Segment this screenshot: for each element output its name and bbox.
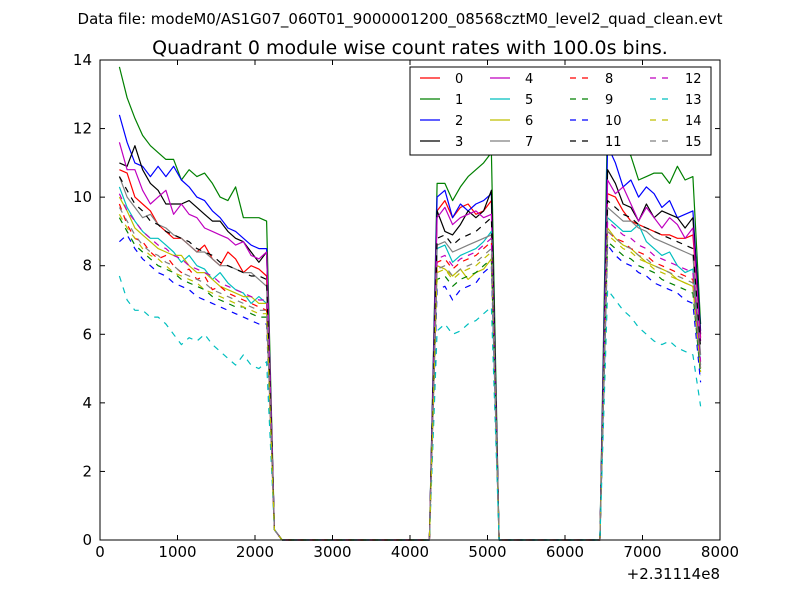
legend-label-1: 1 [455, 93, 463, 108]
y-tick-label: 0 [82, 531, 92, 549]
y-tick-label: 6 [82, 325, 92, 343]
x-tick-label: 6000 [546, 543, 584, 561]
series-line-15 [118, 207, 702, 541]
legend-label-4: 4 [525, 72, 533, 87]
legend-label-3: 3 [455, 135, 463, 150]
y-tick-label: 10 [73, 188, 92, 206]
series-line-13 [118, 275, 702, 541]
legend-label-10: 10 [605, 114, 622, 129]
x-tick-label: 1000 [158, 543, 196, 561]
x-offset-label: +2.31114e8 [627, 565, 720, 583]
x-tick-label: 4000 [391, 543, 429, 561]
legend-label-8: 8 [605, 72, 613, 87]
y-tick-label: 12 [73, 120, 92, 138]
legend-label-5: 5 [525, 93, 533, 108]
y-tick-label: 8 [82, 257, 92, 275]
x-tick-label: 0 [95, 543, 105, 561]
legend-label-15: 15 [685, 135, 702, 150]
legend-frame [409, 66, 712, 156]
legend-label-14: 14 [685, 114, 702, 129]
chart-title: Quadrant 0 module wise count rates with … [152, 37, 668, 59]
legend-label-9: 9 [605, 93, 613, 108]
legend-label-0: 0 [455, 72, 463, 87]
y-tick-label: 14 [73, 51, 92, 69]
legend-label-7: 7 [525, 135, 533, 150]
legend-label-6: 6 [525, 114, 533, 129]
legend-label-2: 2 [455, 114, 463, 129]
y-tick-label: 2 [82, 462, 92, 480]
figure-suptitle: Data file: modeM0/AS1G07_060T01_90000012… [78, 10, 723, 29]
x-tick-label: 7000 [623, 543, 661, 561]
legend-label-11: 11 [605, 135, 622, 150]
x-tick-label: 8000 [701, 543, 739, 561]
y-tick-label: 4 [82, 394, 92, 412]
x-tick-label: 5000 [468, 543, 506, 561]
x-tick-label: 2000 [236, 543, 274, 561]
legend-label-13: 13 [685, 93, 702, 108]
axis-ticks: 0 1000 2000 3000 4000 5000 6000 7000 80000246810… [73, 51, 739, 561]
legend-label-12: 12 [685, 72, 702, 87]
x-tick-label: 3000 [313, 543, 351, 561]
